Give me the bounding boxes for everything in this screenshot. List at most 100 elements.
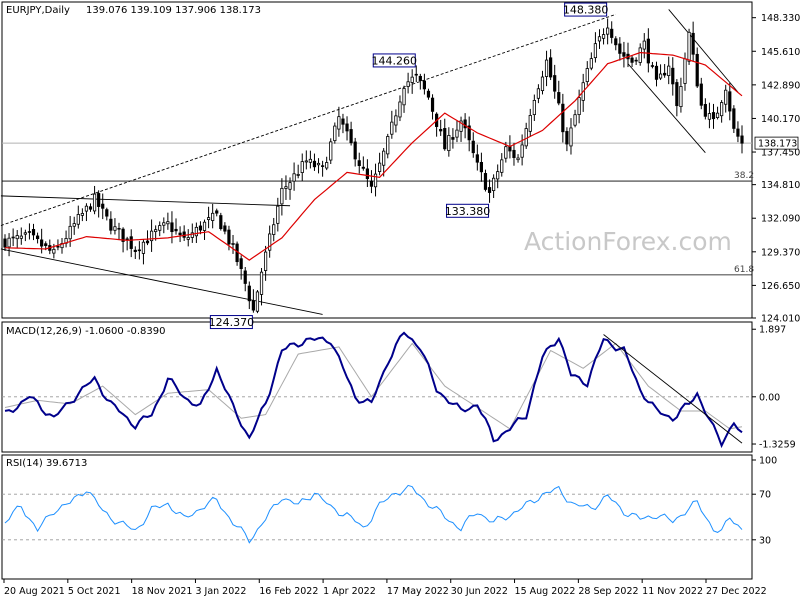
candle-body — [553, 75, 557, 92]
candle-body — [141, 241, 146, 254]
candle-body — [170, 222, 174, 233]
macd-tick-label: -1.3259 — [759, 440, 796, 451]
candle-body — [463, 119, 467, 129]
last-price-tag — [754, 136, 799, 150]
price-tick-label: 148.330 — [761, 13, 800, 24]
price-annotations: 148.380 144.260 133.380 124.370 — [209, 2, 608, 330]
candle-body — [451, 137, 455, 140]
candle-body — [308, 158, 312, 163]
candle-body — [565, 131, 569, 145]
fibonacci-level-label: 61.8 — [734, 265, 754, 275]
candle-body — [80, 213, 84, 216]
candle-body — [378, 162, 382, 172]
candle-body — [667, 65, 671, 77]
candle-body — [475, 154, 479, 163]
x-axis: 20 Aug 2021 5 Oct 2021 18 Nov 2021 3 Jan 20… — [3, 579, 767, 597]
candle-body — [35, 235, 40, 240]
candle-body — [715, 112, 720, 118]
candle-body — [321, 165, 325, 167]
candle-body — [573, 114, 577, 126]
candle-body — [276, 205, 280, 224]
macd-main-line — [4, 331, 743, 449]
candle-body — [471, 140, 475, 154]
price-candles — [3, 18, 744, 314]
candle-body — [263, 251, 268, 271]
candle-body — [88, 206, 93, 210]
candle-body — [638, 47, 642, 63]
candle-body — [166, 221, 170, 225]
candle-body — [382, 150, 386, 166]
candle-body — [304, 160, 308, 163]
long-term-dashed-trendline — [0, 13, 616, 226]
candle-body — [687, 31, 691, 62]
macd-tick-label: 1.897 — [759, 325, 786, 336]
candle-body — [430, 97, 435, 112]
candle-body — [601, 34, 606, 39]
candle-body — [300, 161, 304, 173]
x-tick-label: 27 Dec 2022 — [706, 586, 767, 597]
price-tick-label: 140.170 — [761, 114, 800, 125]
price-annotation-label: 144.260 — [372, 54, 418, 67]
candle-body — [606, 27, 610, 35]
candle-body — [76, 214, 80, 225]
candle-body — [422, 80, 426, 90]
x-tick-label: 28 Sep 2022 — [578, 586, 638, 597]
candle-body — [19, 235, 23, 239]
candle-body — [97, 193, 101, 207]
candle-body — [357, 160, 361, 167]
macd-pane-title: MACD(12,26,9) -1.0600 -0.8390 — [6, 326, 166, 337]
candle-body — [44, 243, 48, 247]
candle-body — [27, 231, 32, 233]
candle-body — [455, 129, 459, 138]
candle-body — [154, 229, 158, 233]
channel-lower-trendline — [627, 63, 706, 153]
candle-body — [720, 102, 724, 117]
candle-body — [703, 104, 707, 117]
candle-body — [251, 300, 255, 311]
candle-body — [658, 73, 663, 79]
candle-body — [532, 99, 536, 116]
candle-body — [206, 217, 211, 221]
candle-body — [121, 228, 125, 242]
watermark: ActionForex.com — [524, 227, 732, 256]
candle-body — [426, 90, 431, 98]
candle-body — [585, 68, 589, 83]
candle-body — [528, 115, 532, 132]
candle-body — [113, 226, 117, 231]
candle-body — [642, 40, 646, 50]
candle-body — [520, 144, 524, 158]
candle-body — [109, 218, 113, 231]
candle-body — [268, 233, 272, 251]
candle-body — [589, 58, 593, 69]
moving-average-line — [4, 51, 743, 261]
candle-body — [219, 215, 223, 230]
candle-body — [239, 258, 243, 270]
price-tick-label: 126.650 — [761, 281, 800, 292]
candle-body — [561, 103, 565, 133]
candle-body — [732, 108, 736, 129]
price-tick-label: 134.810 — [761, 180, 800, 191]
candle-body — [654, 65, 659, 80]
candle-body — [549, 57, 553, 78]
candle-body — [174, 228, 178, 232]
price-tick-label: 132.090 — [761, 214, 800, 225]
candle-body — [190, 232, 194, 238]
candle-body — [634, 59, 638, 62]
rsi-axis-ticks: 100 70 30 — [752, 456, 777, 546]
candle-body — [447, 135, 451, 152]
macd-axis-ticks: 1.897 0.00 -1.3259 — [752, 325, 796, 451]
candle-body — [284, 186, 288, 189]
channel-upper-trendline — [668, 9, 739, 93]
candle-body — [711, 112, 716, 120]
x-tick-label: 1 Apr 2022 — [323, 586, 376, 597]
macd-tick-label: 0.00 — [759, 392, 780, 403]
candle-body — [52, 248, 56, 254]
candle-body — [699, 83, 703, 106]
candle-body — [671, 67, 675, 85]
candle-body — [243, 270, 247, 284]
candle-body — [492, 177, 496, 192]
price-tick-label: 129.370 — [761, 247, 800, 258]
candle-body — [215, 210, 219, 214]
x-tick-label: 16 Feb 2022 — [259, 586, 318, 597]
candle-body — [557, 92, 561, 104]
